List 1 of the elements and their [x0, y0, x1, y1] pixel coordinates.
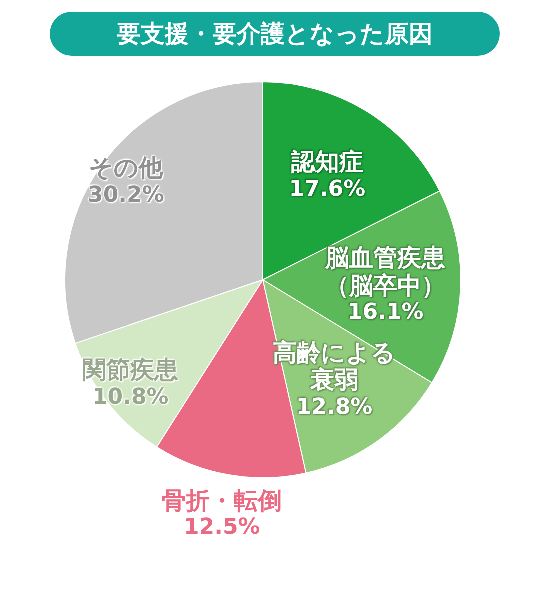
title: 要支援・要介護となった原因	[50, 12, 500, 56]
